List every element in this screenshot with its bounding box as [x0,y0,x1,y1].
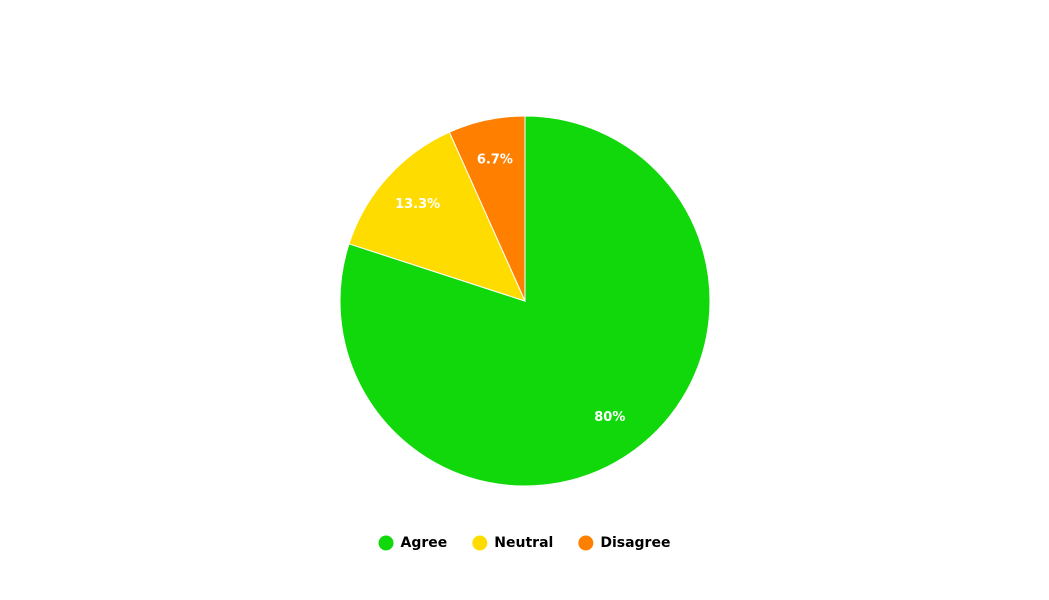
legend: Agree Neutral Disagree [378,535,670,551]
legend-label-agree: Agree [401,535,448,551]
pie-slice-neutral[interactable] [348,131,526,302]
pie-slice-disagree[interactable] [448,115,526,302]
legend-label-disagree: Disagree [600,535,670,551]
legend-marker-disagree [578,535,594,551]
data-label-neutral: 13.3% [395,197,440,212]
legend-marker-neutral [472,535,488,551]
legend-item-agree[interactable]: Agree [378,535,448,551]
data-label-agree: 80% [594,410,625,425]
data-label-disagree: 6.7% [477,152,513,167]
legend-label-neutral: Neutral [494,535,553,551]
pie-slices [339,115,711,487]
legend-marker-agree [378,535,394,551]
pie-data-labels: 80% 13.3% 6.7% [395,152,625,425]
legend-item-neutral[interactable]: Neutral [472,535,553,551]
legend-item-disagree[interactable]: Disagree [578,535,670,551]
